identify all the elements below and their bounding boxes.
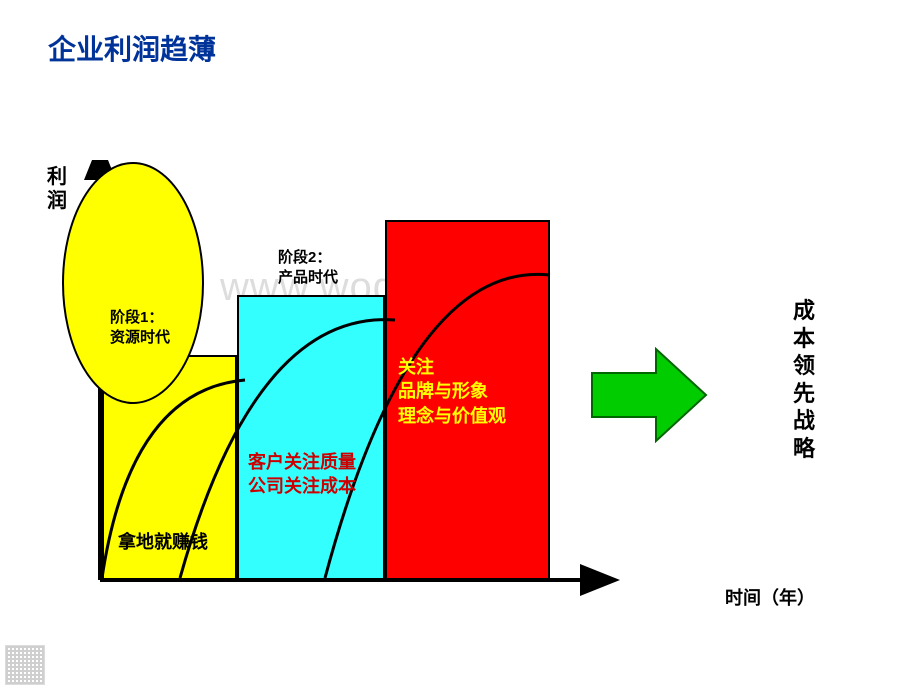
bar-text-2: 客户关注质量公司关注成本: [248, 450, 356, 499]
strategy-ellipse: [60, 160, 206, 411]
phase-label-2: 阶段2：产品时代: [278, 248, 338, 289]
strategy-ellipse-text: 成本领先战略: [793, 297, 815, 462]
phase-label-1: 阶段1：资源时代: [110, 308, 170, 349]
slide-title: 企业利润趋薄: [48, 28, 216, 68]
bar-text-1: 拿地就赚钱: [118, 530, 208, 554]
x-axis-label: 时间（年）: [725, 584, 815, 610]
qr-code-icon: [5, 645, 45, 685]
bar-text-3: 关注品牌与形象理念与价值观: [398, 355, 506, 428]
chart-area: 利 润 阶段1：资源时代 阶段2：产品时代 拿地就赚钱 客户关注质量公司关注成本…: [60, 160, 860, 640]
